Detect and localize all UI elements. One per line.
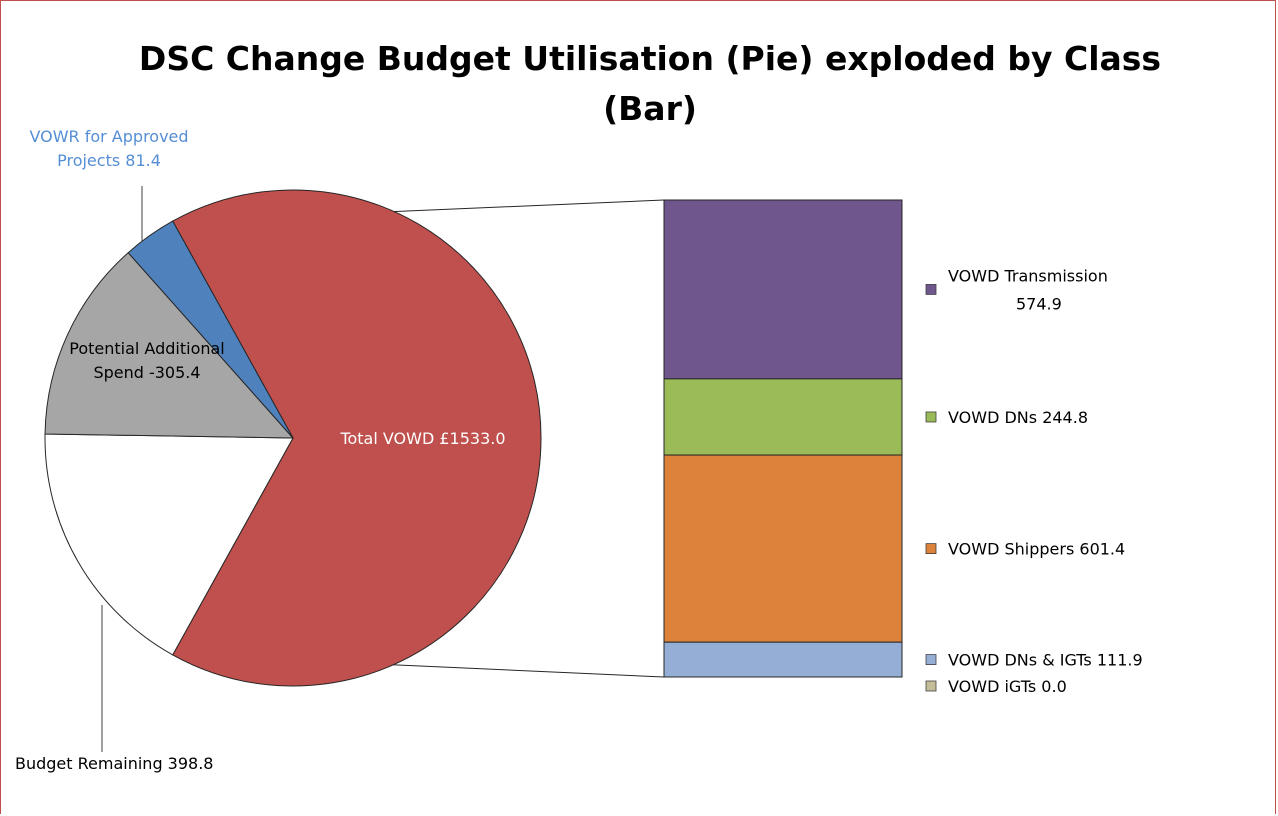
pie-slice-budget-remaining-398-8: [44, 433, 294, 656]
pie-label-potential-additional-spend: Potential Additional Spend -305.4: [69, 339, 225, 382]
legend-swatch: [925, 284, 937, 295]
pie-slice-total-vowd-1533-0: [172, 189, 542, 687]
legend-item-vowd-shippers-601-4: VOWD Shippers 601.4: [925, 540, 1125, 559]
legend-swatch: [925, 411, 937, 423]
pie-slice-potential-additional-spend-305-4: [44, 251, 295, 439]
legend-item-vowd-transmission-574-9: VOWD Transmission 574.9: [925, 266, 1108, 313]
legend-item-vowd-igts-0-0: VOWD iGTs 0.0: [925, 677, 1067, 696]
pie-label-vowr-approved-projects: VOWR for Approved Projects 81.4: [29, 127, 188, 170]
legend-label: VOWD DNs & IGTs 111.9: [948, 651, 1143, 670]
bar-segment-vowd-dns-244-8: [663, 378, 903, 456]
pie-label-budget-remaining: Budget Remaining 398.8: [15, 754, 213, 773]
bar-segment-vowd-shippers-601-4: [663, 454, 903, 643]
legend-label: VOWD DNs 244.8: [948, 408, 1088, 427]
legend-item-vowd-dns-igts-111-9: VOWD DNs & IGTs 111.9: [925, 651, 1143, 670]
legend-item-vowd-dns-244-8: VOWD DNs 244.8: [925, 408, 1088, 427]
legend-label: VOWD Transmission 574.9: [948, 266, 1108, 313]
legend-label: VOWD iGTs 0.0: [948, 677, 1067, 696]
pie-label-total-vowd: Total VOWD £1533.0: [339, 429, 505, 448]
bar-segment-vowd-transmission-574-9: [663, 199, 903, 380]
bar-segment-vowd-dns-igts-111-9: [663, 641, 903, 678]
pie-slice-vowr-for-approved-projects-81-4: [127, 220, 294, 439]
legend-swatch: [925, 543, 937, 555]
legend-swatch: [925, 680, 937, 692]
legend-label: VOWD Shippers 601.4: [948, 540, 1125, 559]
chart-title: DSC Change Budget Utilisation (Pie) expl…: [138, 39, 1162, 128]
legend-swatch: [925, 654, 937, 665]
